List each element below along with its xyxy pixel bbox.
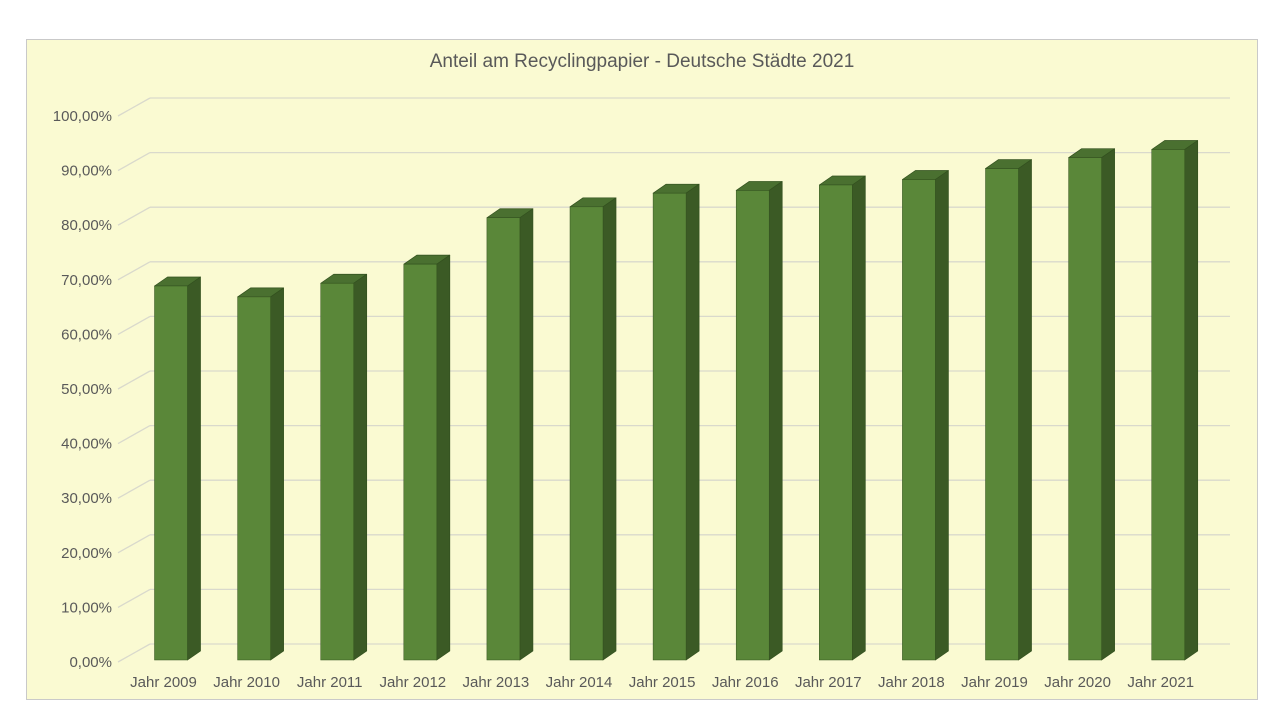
y-axis-tick-label: 90,00% <box>61 163 112 180</box>
x-axis-category-label: Jahr 2018 <box>878 674 945 691</box>
bar-jahr-2021 <box>1151 149 1185 661</box>
x-axis-category-label: Jahr 2021 <box>1127 674 1194 691</box>
y-axis-tick-label: 60,00% <box>61 326 112 343</box>
bar-side-face <box>1101 148 1115 661</box>
bar-jahr-2013 <box>486 217 521 661</box>
bar-side-face <box>768 181 783 661</box>
bar-side-face <box>1018 159 1032 661</box>
y-axis-tick-label: 80,00% <box>61 217 112 234</box>
x-axis-category-label: Jahr 2009 <box>130 674 197 691</box>
x-axis-category-label: Jahr 2012 <box>379 674 446 691</box>
y-axis-tick <box>117 97 151 117</box>
y-axis-tick <box>117 534 151 554</box>
x-axis-category-label: Jahr 2011 <box>297 674 363 691</box>
bar-jahr-2011 <box>320 283 354 661</box>
bar-side-face <box>602 197 617 661</box>
y-axis-tick <box>117 588 151 608</box>
bar-side-face <box>353 273 368 661</box>
bar-side-face <box>436 254 451 661</box>
bar-jahr-2019 <box>985 168 1019 661</box>
x-axis-category-label: Jahr 2019 <box>961 674 1028 691</box>
x-axis-category-label: Jahr 2013 <box>463 674 530 691</box>
bar-jahr-2015 <box>652 192 687 661</box>
chart-title: Anteil am Recyclingpapier - Deutsche Stä… <box>429 51 855 72</box>
y-axis-tick <box>117 425 151 445</box>
x-axis-category-label: Jahr 2015 <box>629 674 696 691</box>
y-axis-tick-label: 70,00% <box>61 272 112 289</box>
x-axis-category-label: Jahr 2014 <box>546 674 613 691</box>
y-axis-tick-label: 40,00% <box>61 436 112 453</box>
x-axis-category-label: Jahr 2017 <box>795 674 862 691</box>
bar-jahr-2014 <box>569 206 604 661</box>
y-axis-tick <box>117 315 151 335</box>
y-axis-tick <box>117 370 151 390</box>
y-axis-tick <box>117 261 151 281</box>
y-axis-tick <box>117 643 151 663</box>
y-axis-tick-label: 20,00% <box>61 545 112 562</box>
y-axis-tick-label: 50,00% <box>61 381 112 398</box>
bar-jahr-2009 <box>154 285 188 661</box>
x-axis-category-label: Jahr 2010 <box>213 674 280 691</box>
y-axis-tick-label: 0,00% <box>69 654 112 671</box>
y-axis-tick-label: 100,00% <box>53 108 112 125</box>
bar-jahr-2016 <box>735 190 770 661</box>
x-axis-category-label: Jahr 2016 <box>712 674 779 691</box>
bar-side-face <box>685 183 700 661</box>
bar-side-face <box>270 287 284 661</box>
bar-jahr-2012 <box>403 263 438 661</box>
bar-jahr-2018 <box>902 179 936 661</box>
bar-jahr-2020 <box>1068 157 1102 661</box>
bar-side-face <box>187 276 201 661</box>
y-axis-tick-label: 10,00% <box>61 599 112 616</box>
bar-jahr-2010 <box>237 296 271 661</box>
bar-side-face <box>935 170 949 661</box>
bar-side-face <box>1184 140 1199 661</box>
y-axis-tick <box>117 206 151 226</box>
bar-side-face <box>519 208 534 661</box>
bar-jahr-2017 <box>819 184 853 661</box>
x-axis-category-label: Jahr 2020 <box>1044 674 1111 691</box>
y-axis-tick <box>117 152 151 172</box>
y-axis-tick <box>117 479 151 499</box>
y-axis-tick-label: 30,00% <box>61 490 112 507</box>
bar-side-face <box>851 175 866 661</box>
